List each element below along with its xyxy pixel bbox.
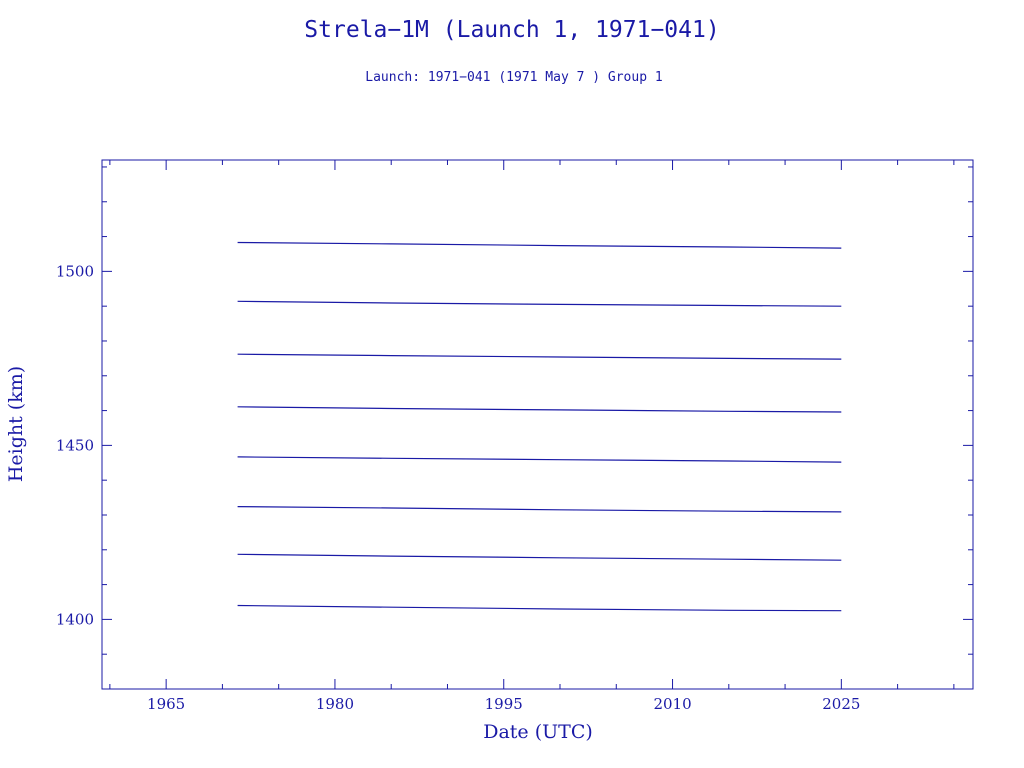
series-line-3 — [237, 353, 842, 360]
y-axis-label: Height (km) — [5, 366, 27, 482]
x-tick-label: 1965 — [147, 695, 185, 713]
x-tick-label: 2010 — [653, 695, 691, 713]
series-line-6 — [237, 506, 842, 513]
y-tick-label: 1450 — [56, 436, 94, 454]
chart-subtitle: Launch: 1971−041 (1971 May 7 ) Group 1 — [365, 70, 662, 85]
series-line-2 — [237, 300, 842, 307]
plot-frame — [101, 159, 974, 690]
series-line-8 — [237, 604, 842, 612]
x-tick-label: 1995 — [485, 695, 523, 713]
chart-title: Strela−1M (Launch 1, 1971−041) — [304, 17, 719, 43]
x-tick-label: 2025 — [822, 695, 860, 713]
series-line-5 — [237, 456, 842, 463]
axis-ticks: 1965 1980 1995 2010 2025 1400 1450 1500 — [56, 160, 973, 713]
y-tick-label: 1500 — [56, 262, 94, 280]
series-lines — [237, 241, 842, 612]
series-line-4 — [237, 406, 842, 413]
x-axis-label: Date (UTC) — [483, 721, 593, 743]
series-line-7 — [237, 553, 842, 561]
series-line-1 — [237, 241, 842, 249]
x-tick-label: 1980 — [316, 695, 354, 713]
y-tick-label: 1400 — [56, 610, 94, 628]
